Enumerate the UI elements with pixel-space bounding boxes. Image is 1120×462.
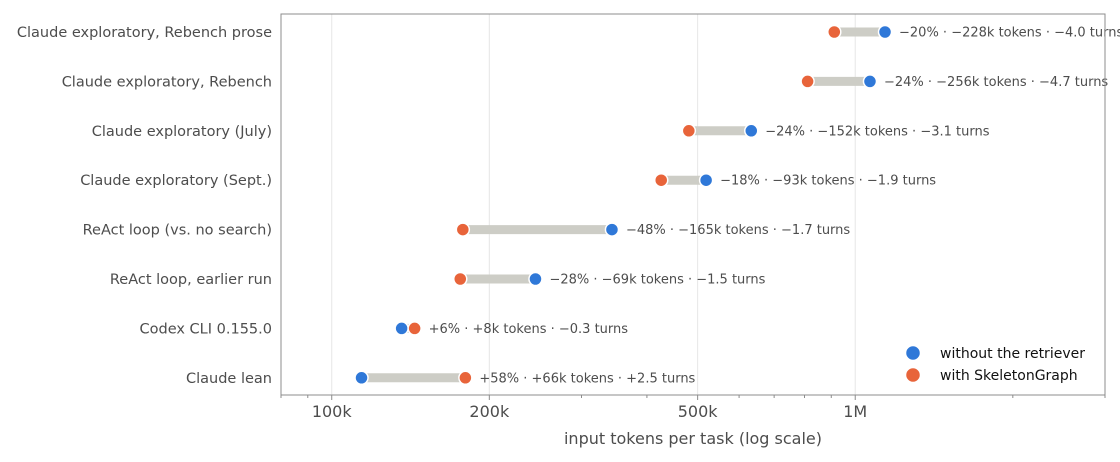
row-label: Claude exploratory (Sept.) [80, 173, 272, 189]
row-annotation: +58% · +66k tokens · +2.5 turns [479, 371, 695, 386]
legend-label: with SkeletonGraph [940, 368, 1078, 384]
row-label: Claude exploratory, Rebench [62, 74, 272, 90]
x-tick-label: 200k [469, 402, 510, 421]
row-label: Claude exploratory, Rebench prose [17, 25, 272, 41]
row-label: Claude exploratory (July) [92, 124, 272, 140]
row-annotation: −28% · −69k tokens · −1.5 turns [549, 273, 765, 288]
x-tick-label: 500k [678, 402, 719, 421]
row-label: Claude lean [186, 371, 272, 387]
plot-frame [280, 13, 1106, 396]
point-with-skeletongraph [455, 222, 471, 237]
row-annotation: −24% · −256k tokens · −4.7 turns [884, 75, 1108, 90]
point-with-skeletongraph [653, 172, 669, 188]
point-without-retriever [394, 321, 409, 336]
row-annotation: −48% · −165k tokens · −1.7 turns [626, 223, 850, 238]
row-label: ReAct loop, earlier run [110, 272, 272, 288]
point-without-retriever [698, 172, 714, 188]
row-labels: Claude exploratory, Rebench prose Claude … [17, 25, 272, 387]
point-with-skeletongraph [681, 123, 697, 139]
point-without-retriever [354, 370, 369, 386]
row-label: ReAct loop (vs. no search) [83, 223, 272, 239]
legend-marker [904, 366, 922, 384]
row-annotation: −20% · −228k tokens · −4.0 turns [899, 26, 1120, 41]
point-without-retriever [604, 222, 620, 237]
point-without-retriever [528, 271, 543, 287]
x-axis-ticks: 100k 200k 500k 1M [280, 395, 1106, 421]
annotations: −20% · −228k tokens · −4.0 turns −24% · −… [429, 26, 1120, 387]
row-annotation: −24% · −152k tokens · −3.1 turns [765, 124, 989, 139]
point-with-skeletongraph [827, 24, 842, 40]
x-tick-label: 1M [843, 402, 867, 421]
point-without-retriever [877, 24, 893, 40]
data-points [354, 24, 893, 386]
point-with-skeletongraph [453, 271, 468, 287]
x-tick-label: 100k [312, 402, 353, 421]
point-with-skeletongraph [800, 74, 815, 89]
point-without-retriever [862, 74, 878, 89]
point-with-skeletongraph [407, 321, 422, 336]
row-annotation: −18% · −93k tokens · −1.9 turns [720, 174, 936, 189]
grid-lines [331, 14, 856, 395]
point-with-skeletongraph [458, 370, 473, 386]
legend-marker [904, 344, 922, 362]
legend-label: without the retriever [940, 346, 1085, 362]
row-label: Codex CLI 0.155.0 [140, 321, 273, 337]
row-annotation: +6% · +8k tokens · −0.3 turns [429, 322, 629, 337]
legend: without the retriever with SkeletonGraph [904, 344, 1085, 384]
x-axis-label: input tokens per task (log scale) [564, 429, 822, 448]
point-without-retriever [744, 123, 759, 139]
